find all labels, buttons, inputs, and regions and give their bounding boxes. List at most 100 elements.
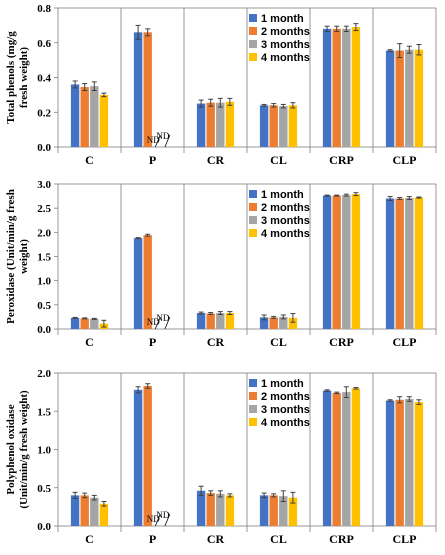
legend-swatch (249, 229, 257, 237)
bar-2-months-P (143, 32, 152, 148)
y-tick-label: 2.5 (37, 203, 51, 215)
category-label: P (149, 153, 156, 167)
legend-label: 3 months (261, 39, 310, 51)
bar-3-months-CL (279, 316, 288, 329)
nd-pointer (164, 316, 171, 330)
legend-swatch (249, 14, 257, 22)
nd-pointer (164, 134, 171, 148)
bar-2-months-P (143, 386, 152, 526)
bar-1-month-P (133, 238, 143, 329)
legend-swatch (249, 40, 257, 48)
bar-3-months-CLP (405, 49, 414, 148)
bar-1-month-C (70, 495, 80, 526)
y-tick-label: 0.4 (37, 73, 51, 85)
y-tick-label: 0.6 (37, 38, 51, 50)
category-label: CLP (393, 532, 417, 546)
y-axis-label: Total phenols (mg/gfresh weight) (5, 31, 30, 124)
y-tick-label: 0.5 (37, 483, 51, 495)
legend-swatch (249, 392, 257, 400)
legend-label: 4 months (261, 228, 310, 240)
category-label: CRP (329, 153, 354, 167)
bar-1-month-CLP (385, 198, 395, 329)
bar-4-months-CL (288, 317, 298, 329)
category-label: P (149, 335, 156, 349)
bar-2-months-CL (269, 105, 278, 147)
bar-3-months-CR (216, 102, 225, 147)
category-label: CRP (329, 335, 354, 349)
bar-4-months-CL (288, 497, 298, 526)
bar-1-month-P (133, 389, 143, 526)
bar-1-month-C (70, 317, 80, 329)
bar-3-months-CRP (342, 195, 351, 329)
bar-4-months-CLP (414, 49, 424, 148)
bar-1-month-C (70, 84, 80, 147)
category-label: CLP (393, 335, 417, 349)
legend-swatch (249, 27, 257, 35)
legend-label: 1 month (261, 13, 304, 25)
bar-3-months-CLP (405, 198, 414, 329)
bar-2-months-CRP (332, 195, 341, 329)
legend-label: 4 months (261, 417, 310, 429)
bar-3-months-CRP (342, 28, 351, 148)
nd-pointer (154, 134, 161, 148)
bar-2-months-C (80, 495, 89, 526)
nd-label: ND (156, 131, 169, 141)
bar-4-months-CLP (414, 402, 424, 526)
y-tick-label: 0.2 (37, 107, 51, 119)
bar-1-month-CLP (385, 400, 395, 526)
legend-label: 2 months (261, 202, 310, 214)
y-axis-label-line: weight) (18, 239, 30, 274)
bar-2-months-CL (269, 317, 278, 329)
category-label: C (85, 335, 94, 349)
category-label: CL (270, 532, 287, 546)
bar-2-months-CRP (332, 392, 341, 526)
legend-label: 3 months (261, 215, 310, 227)
bar-2-months-CR (206, 493, 215, 526)
bar-2-months-CLP (395, 399, 404, 526)
bar-1-month-CL (259, 317, 269, 329)
bar-1-month-CRP (322, 390, 332, 526)
bar-4-months-C (99, 503, 109, 526)
y-tick-label: 0.0 (37, 521, 51, 533)
nd-label: ND (147, 135, 160, 145)
bar-2-months-CR (206, 313, 215, 329)
bar-4-months-CLP (414, 197, 424, 329)
bar-4-months-CRP (351, 27, 361, 147)
bar-1-month-CR (196, 103, 206, 147)
y-axis-label-line: (Unit/min/g fresh weight) (18, 390, 30, 509)
category-label: P (149, 532, 156, 546)
category-label: CR (207, 153, 225, 167)
bar-4-months-CL (288, 105, 298, 147)
y-tick-label: 2.0 (37, 368, 51, 380)
bar-2-months-P (143, 235, 152, 329)
category-label: C (85, 153, 94, 167)
nd-pointer (154, 316, 161, 330)
bar-2-months-CR (206, 102, 215, 147)
category-label: CR (207, 335, 225, 349)
y-axis-label: Polyphenol oxidase(Unit/min/g fresh weig… (5, 390, 30, 509)
bar-3-months-CLP (405, 399, 414, 526)
bar-3-months-CL (279, 106, 288, 147)
bar-2-months-C (80, 318, 89, 329)
bar-2-months-CL (269, 495, 278, 526)
legend-swatch (249, 216, 257, 224)
y-tick-label: 0.0 (37, 142, 51, 154)
bar-3-months-CR (216, 493, 225, 526)
category-label: CL (270, 335, 287, 349)
nd-label: ND (147, 514, 160, 524)
y-tick-label: 1.5 (37, 406, 51, 418)
legend-swatch (249, 418, 257, 426)
y-tick-label: 3.0 (37, 179, 51, 191)
legend-swatch (249, 53, 257, 61)
legend-label: 2 months (261, 391, 310, 403)
bar-1-month-CRP (322, 28, 332, 148)
y-axis-label-line: fresh weight) (18, 47, 30, 109)
bar-2-months-CLP (395, 198, 404, 329)
nd-label: ND (147, 317, 160, 327)
legend-label: 1 month (261, 189, 304, 201)
bar-3-months-C (90, 318, 99, 329)
bar-4-months-CR (225, 101, 235, 147)
y-axis-label-line: Total phenols (mg/g (5, 31, 17, 124)
bar-4-months-CR (225, 313, 235, 329)
